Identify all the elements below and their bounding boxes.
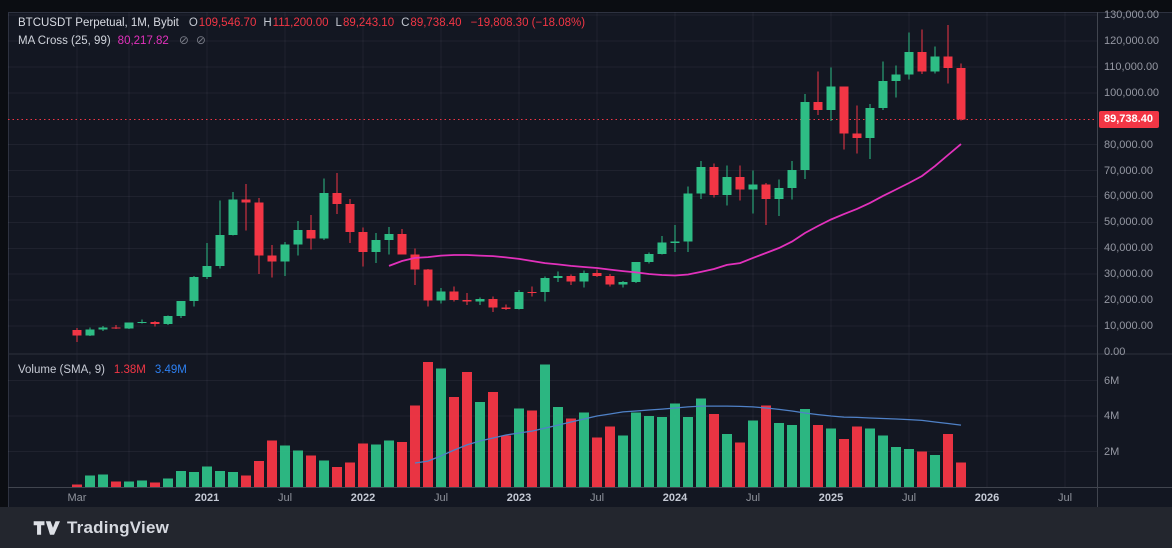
volume-indicator-label: Volume (SMA, 9) [18, 364, 105, 376]
ma-cross-label: MA Cross (25, 99) [18, 35, 111, 47]
time-axis-label: 2025 [818, 492, 844, 504]
tradingview-wordmark[interactable]: TradingView [67, 517, 170, 537]
time-axis-label: Jul [1057, 492, 1073, 504]
price-axis-label: 100,000.00 [1104, 87, 1160, 99]
price-axis-label: 50,000.00 [1104, 216, 1153, 228]
ma-cross-legend-row[interactable]: MA Cross (25, 99) 80,217.82 ⊘ ⊘ [18, 33, 585, 49]
time-axis-label: 2024 [662, 492, 688, 504]
time-axis-label: Jul [901, 492, 917, 504]
time-axis-label: Jul [745, 492, 761, 504]
price-axis-label: 130,000.00 [1104, 9, 1160, 21]
time-axis-label: 2026 [974, 492, 1000, 504]
time-axis-label: 2021 [194, 492, 220, 504]
last-price-badge: 89,738.40 [1099, 111, 1159, 128]
price-axis-label: 110,000.00 [1104, 61, 1159, 73]
chart-widget [8, 12, 1172, 507]
price-axis-label: 120,000.00 [1104, 35, 1160, 47]
open-value: O109,546.70 [188, 17, 257, 29]
time-axis-label: 2022 [350, 492, 376, 504]
legend: BTCUSDT Perpetual, 1M, Bybit O109,546.70… [18, 17, 585, 49]
no-value-icon[interactable]: ⊘ [195, 33, 206, 47]
time-axis-label: Mar [67, 492, 87, 504]
time-axis-label: Jul [277, 492, 293, 504]
price-axis-label: 20,000.00 [1104, 294, 1153, 306]
footer-bar: TradingView [0, 507, 1172, 548]
volume-sma-value: 3.49M [154, 364, 187, 376]
no-value-icon[interactable]: ⊘ [178, 33, 189, 47]
last-price-badge-text: 89,738.40 [1104, 113, 1153, 125]
change-value: −19,808.30 (−18.08%) [470, 17, 586, 29]
low-value: L89,243.10 [335, 17, 395, 29]
price-axis-label: 10,000.00 [1104, 320, 1153, 332]
symbol-title: BTCUSDT Perpetual, 1M, Bybit [18, 17, 179, 29]
tradingview-logo-icon[interactable] [33, 518, 60, 538]
volume-axis-label: 6M [1104, 375, 1120, 387]
close-value: C89,738.40 [401, 17, 462, 29]
ma-cross-value: 80,217.82 [117, 35, 169, 47]
volume-axis-label: 2M [1104, 446, 1120, 458]
volume-current-value: 1.38M [113, 364, 146, 376]
symbol-legend-row[interactable]: BTCUSDT Perpetual, 1M, Bybit O109,546.70… [18, 17, 585, 33]
price-axis-label: 80,000.00 [1104, 139, 1153, 151]
volume-legend-row[interactable]: Volume (SMA, 9) 1.38M 3.49M [18, 364, 187, 376]
high-value: H111,200.00 [263, 17, 329, 29]
price-axis-label: 60,000.00 [1104, 190, 1153, 202]
time-axis-label: Jul [589, 492, 605, 504]
time-axis-label: 2023 [506, 492, 532, 504]
price-axis-label: 70,000.00 [1104, 165, 1153, 177]
price-axis-label: 40,000.00 [1104, 242, 1153, 254]
price-axis-label: 0.00 [1104, 346, 1126, 358]
volume-axis-label: 4M [1104, 410, 1120, 422]
time-axis-label: Jul [433, 492, 449, 504]
price-axis-label: 30,000.00 [1104, 268, 1153, 280]
